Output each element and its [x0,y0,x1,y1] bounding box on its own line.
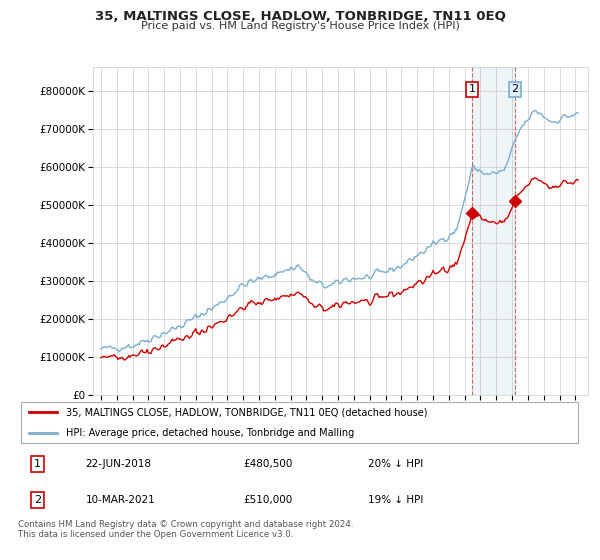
Text: £510,000: £510,000 [244,495,293,505]
FancyBboxPatch shape [21,402,578,444]
Text: £480,500: £480,500 [244,459,293,469]
Text: 35, MALTINGS CLOSE, HADLOW, TONBRIDGE, TN11 0EQ: 35, MALTINGS CLOSE, HADLOW, TONBRIDGE, T… [95,10,505,22]
Text: Contains HM Land Registry data © Crown copyright and database right 2024.
This d: Contains HM Land Registry data © Crown c… [18,520,353,539]
Text: HPI: Average price, detached house, Tonbridge and Malling: HPI: Average price, detached house, Tonb… [66,428,354,438]
Text: 19% ↓ HPI: 19% ↓ HPI [368,495,423,505]
Bar [472,67,515,395]
Text: 20% ↓ HPI: 20% ↓ HPI [368,459,423,469]
Text: 2: 2 [34,495,41,505]
Text: 22-JUN-2018: 22-JUN-2018 [86,459,152,469]
Text: Price paid vs. HM Land Registry's House Price Index (HPI): Price paid vs. HM Land Registry's House … [140,21,460,31]
Text: 10-MAR-2021: 10-MAR-2021 [86,495,155,505]
Text: 2: 2 [512,85,518,95]
Text: 1: 1 [469,85,476,95]
Text: 35, MALTINGS CLOSE, HADLOW, TONBRIDGE, TN11 0EQ (detached house): 35, MALTINGS CLOSE, HADLOW, TONBRIDGE, T… [66,408,427,418]
Text: 1: 1 [34,459,41,469]
